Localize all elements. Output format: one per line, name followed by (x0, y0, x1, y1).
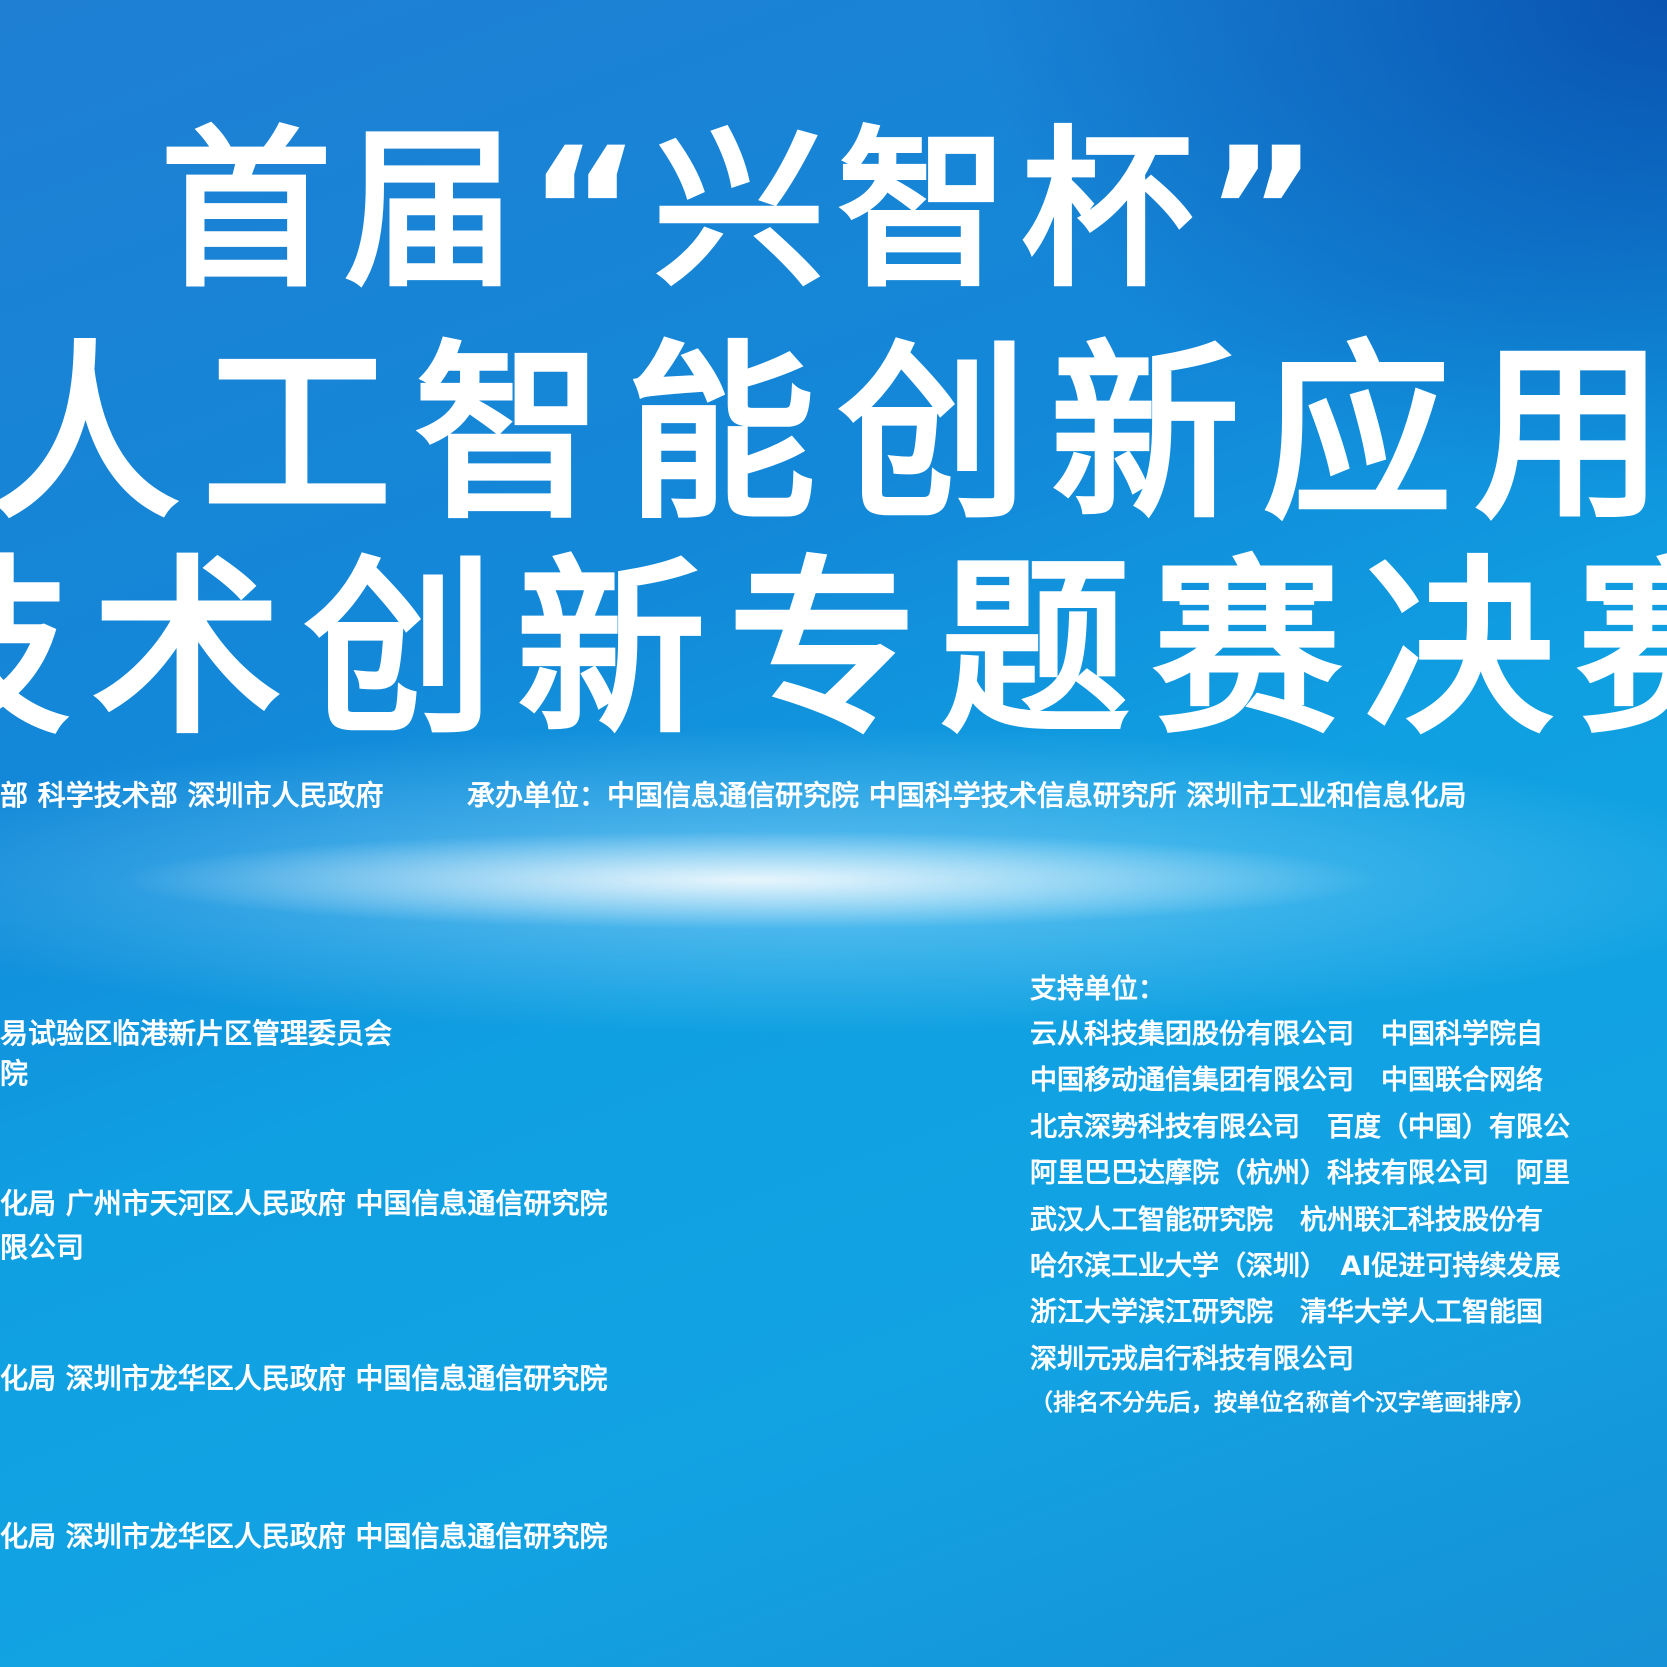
support-note: （排名不分先后，按单位名称首个汉字笔画排序） (1030, 1390, 1536, 1416)
support-line: 北京深势科技有限公司 百度（中国）有限公 (1030, 1111, 1570, 1143)
left-line: 限公司 (0, 1231, 85, 1264)
support-line: 哈尔滨工业大学（深圳） AI促进可持续发展 (1030, 1251, 1561, 1282)
title-line: 人工智能创新应用 (0, 324, 1667, 545)
left-line: 化局 深圳市龙华区人民政府 中国信息通信研究院 (0, 1362, 608, 1395)
left-line: 化局 广州市天河区人民政府 中国信息通信研究院 (0, 1187, 608, 1220)
left-line: 化局 深圳市龙华区人民政府 中国信息通信研究院 (0, 1520, 608, 1553)
support-line: 阿里巴巴达摩院（杭州）科技有限公司 阿里 (1030, 1158, 1570, 1190)
title-line: 首届“兴智杯” (160, 110, 1331, 311)
support-line: 中国移动通信集团有限公司 中国联合网络 (1030, 1065, 1543, 1097)
support-line: 武汉人工智能研究院 杭州联汇科技股份有 (1030, 1204, 1543, 1236)
left-line: 易试验区临港新片区管理委员会 (0, 1017, 393, 1050)
support-heading: 支持单位： (1030, 974, 1165, 1005)
support-line: 云从科技集团股份有限公司 中国科学院自 (1030, 1019, 1543, 1050)
co-organizer-line: 承办单位：中国信息通信研究院 中国科学技术信息研究所 深圳市工业和信息化局 (467, 779, 1467, 812)
title-line: 技术创新专题赛决赛 (0, 539, 1667, 760)
host-line: 部 科学技术部 深圳市人民政府 (0, 779, 384, 812)
support-line: 浙江大学滨江研究院 清华大学人工智能国 (1030, 1297, 1543, 1329)
support-line: 深圳元戎启行科技有限公司 (1030, 1343, 1354, 1375)
left-line: 院 (0, 1057, 29, 1090)
